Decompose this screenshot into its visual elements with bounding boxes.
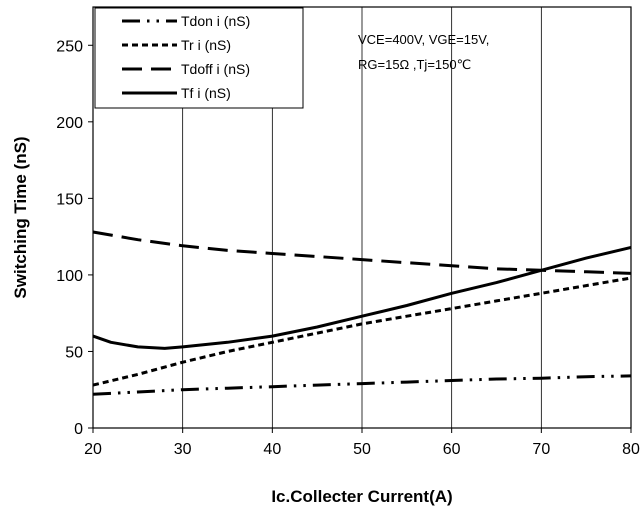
legend-box — [94, 7, 304, 109]
y-tick-label: 0 — [74, 421, 83, 438]
x-tick-label: 60 — [443, 441, 461, 458]
series-line-4 — [92, 245, 632, 350]
x-axis-title: Ic.Collecter Current(A) — [271, 487, 452, 506]
legend-label: Tdoff i (nS) — [181, 61, 250, 77]
condition-line-2: RG=15Ω ,Tj=150℃ — [358, 57, 471, 72]
y-tick-label: 250 — [56, 38, 83, 55]
series-line-1 — [92, 374, 632, 396]
y-tick-label: 200 — [56, 115, 83, 132]
x-tick-label: 40 — [263, 441, 281, 458]
legend: Tdon i (nS) Tr i (nS) Tdoff i (nS) Tf i (nS… — [94, 7, 304, 109]
legend-label: Tdon i (nS) — [181, 13, 250, 29]
y-tick-label: 150 — [56, 191, 83, 208]
x-tick-label: 50 — [353, 441, 371, 458]
series-layer — [92, 230, 632, 396]
y-tick-label: 50 — [65, 344, 83, 361]
series-line-2 — [92, 276, 632, 387]
y-axis-title: Switching Time (nS) — [11, 136, 30, 298]
legend-label: Tf i (nS) — [181, 85, 231, 101]
x-tick-label: 30 — [174, 441, 192, 458]
condition-line-1: VCE=400V, VGE=15V, — [358, 32, 489, 47]
x-tick-label: 80 — [622, 441, 640, 458]
legend-label: Tr i (nS) — [181, 37, 231, 53]
y-tick-label: 100 — [56, 268, 83, 285]
test-conditions: VCE=400V, VGE=15V, RG=15Ω ,Tj=150℃ — [358, 32, 489, 72]
x-tick-label: 70 — [532, 441, 550, 458]
tick-layer: 20 30 40 50 60 70 80 0 50 100 150 200 250 — [56, 38, 640, 458]
x-tick-label: 20 — [84, 441, 102, 458]
